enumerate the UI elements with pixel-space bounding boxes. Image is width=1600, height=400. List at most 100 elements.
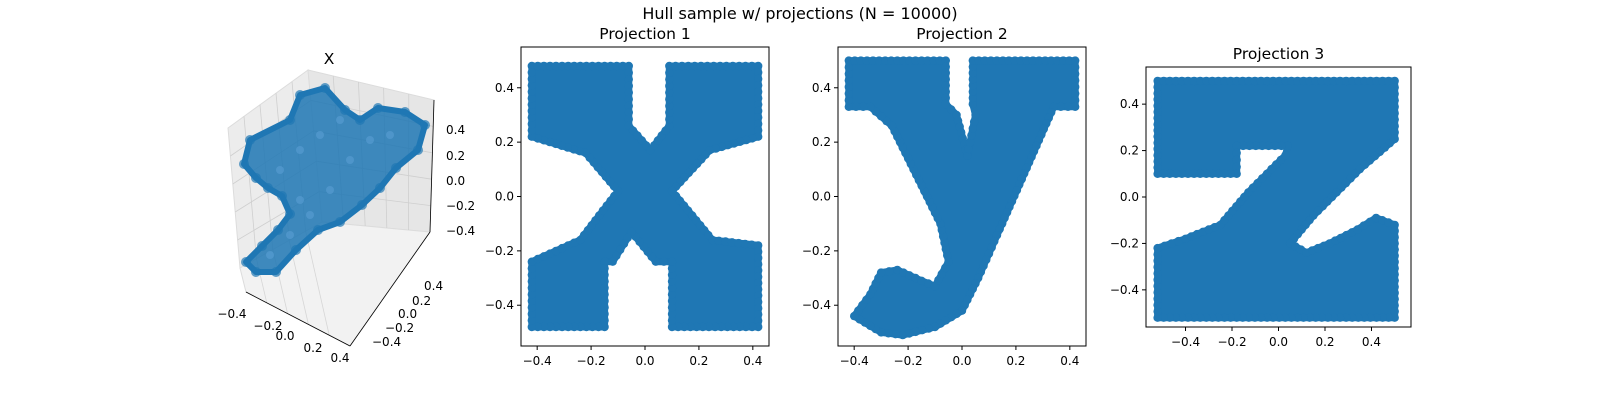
scatter-point [934, 275, 943, 285]
scatter-point [285, 115, 295, 125]
scatter-point [600, 309, 609, 319]
scatter-point [527, 277, 536, 286]
scatter-point [600, 296, 609, 306]
scatter-point [665, 88, 674, 97]
scatter-point [316, 131, 324, 139]
scatter-point [527, 87, 536, 96]
scatter-point [941, 263, 950, 273]
scatter-point [1244, 76, 1254, 86]
scatter-point [717, 322, 726, 332]
scatter-point [1071, 76, 1080, 85]
scatter-point [754, 291, 763, 300]
scatter-point [600, 283, 609, 292]
scatter-point [1153, 95, 1162, 104]
scatter-point [1390, 282, 1399, 291]
scatter-point [905, 56, 914, 65]
scatter-point [527, 113, 536, 122]
scatter-point [1208, 313, 1217, 322]
z-tick-label: −0.4 [446, 224, 475, 238]
scatter-point [1226, 169, 1235, 178]
scatter-point [527, 119, 536, 129]
scatter-point [1378, 313, 1387, 322]
scatter-point [624, 68, 633, 77]
scatter-point [967, 131, 976, 140]
x-tick-label: −0.4 [1171, 335, 1200, 349]
scatter-point [557, 61, 567, 71]
scatter-point [600, 303, 609, 312]
scatter-point [884, 329, 893, 338]
scatter-point [859, 102, 868, 112]
x-tick-label: −0.4 [523, 354, 552, 368]
x-tick-label: 0.2 [303, 341, 322, 355]
scatter-point [671, 61, 680, 71]
scatter-point [1189, 313, 1199, 322]
scatter-point [355, 115, 365, 125]
scatter-point [703, 61, 712, 71]
scatter-point [1202, 76, 1211, 86]
scatter-point [576, 322, 585, 332]
scatter-point [1165, 76, 1175, 86]
scatter-point [1390, 89, 1399, 99]
scatter-point [1390, 251, 1399, 260]
scatter-point [986, 56, 996, 65]
scatter-point [600, 61, 609, 71]
scatter-point [992, 56, 1002, 65]
scatter-point [1390, 220, 1399, 230]
scatter-point [1348, 76, 1357, 86]
scatter-point [754, 266, 763, 275]
scatter-point [1153, 269, 1162, 278]
scatter-point [276, 166, 284, 174]
scatter-point [251, 267, 261, 277]
scatter-point [673, 322, 683, 332]
scatter-point [734, 238, 743, 248]
scatter-point [1287, 313, 1296, 322]
scatter-point [1153, 107, 1162, 117]
scatter-point [1153, 288, 1162, 297]
scatter-point [851, 102, 861, 112]
scatter-point [1071, 89, 1080, 98]
scatter-point [1384, 313, 1393, 322]
scatter-point [969, 117, 979, 127]
y-tick-label: 0.0 [398, 307, 417, 321]
scatter-point [1305, 313, 1314, 322]
scatter-point [1177, 76, 1187, 86]
scatter-point [1189, 169, 1199, 178]
scatter-point [539, 322, 549, 332]
scatter-point [1354, 313, 1363, 322]
scatter-point [665, 121, 674, 130]
scatter-point [1390, 96, 1399, 105]
scatter-point [564, 322, 573, 332]
scatter-point [729, 322, 738, 332]
scatter-point [527, 68, 536, 77]
scatter-point [1071, 96, 1080, 105]
scatter-point [527, 106, 536, 116]
scatter-point [624, 61, 633, 71]
scatter-point [887, 56, 896, 65]
scatter-point [899, 56, 908, 65]
scatter-point [692, 322, 701, 332]
scatter-point [533, 322, 542, 332]
scatter-point [885, 267, 894, 276]
scatter-point [1238, 141, 1248, 151]
scatter-point [708, 235, 717, 245]
scatter-point [606, 61, 615, 71]
scatter-point [856, 56, 866, 65]
scatter-point [1245, 141, 1254, 151]
scatter-point [375, 183, 385, 193]
scatter-point [667, 316, 677, 325]
scatter-point [930, 282, 940, 291]
scatter-point [968, 124, 977, 133]
scatter-point [941, 56, 950, 65]
scatter-point [1153, 132, 1162, 141]
scatter-point [667, 303, 677, 312]
scatter-point [940, 238, 949, 247]
y-tick-label: 0.2 [1120, 144, 1139, 158]
scatter-point [594, 61, 603, 71]
scatter-point [551, 322, 561, 332]
scatter-point [1390, 83, 1399, 92]
scatter-point [1220, 313, 1229, 322]
scatter-point [917, 56, 926, 65]
scatter-point [413, 145, 423, 155]
scatter-point [1366, 313, 1375, 322]
scatter-point [665, 81, 674, 91]
